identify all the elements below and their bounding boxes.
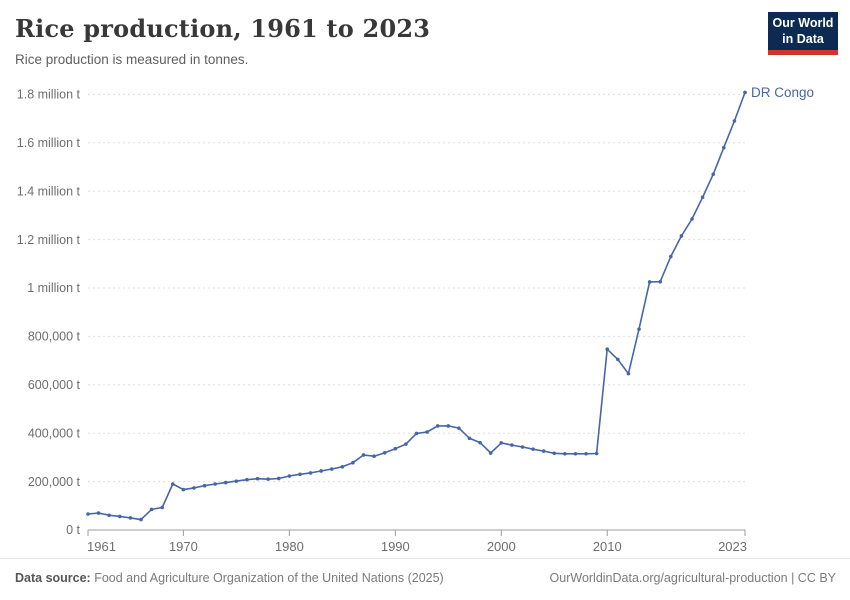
data-point[interactable]	[446, 424, 451, 428]
data-point[interactable]	[541, 449, 546, 453]
data-point[interactable]	[139, 517, 143, 522]
data-point[interactable]	[340, 465, 345, 469]
data-point[interactable]	[531, 447, 535, 451]
data-point[interactable]	[573, 451, 578, 456]
y-tick-label: 200,000 t	[28, 475, 81, 489]
data-point[interactable]	[520, 445, 525, 449]
data-point[interactable]	[499, 441, 504, 445]
data-point[interactable]	[234, 479, 239, 483]
y-tick-label: 1.4 million t	[17, 184, 81, 198]
data-point[interactable]	[435, 424, 440, 428]
y-tick-label: 1.6 million t	[17, 136, 81, 150]
data-point[interactable]	[488, 451, 493, 455]
x-tick-label: 2000	[487, 539, 516, 554]
data-point[interactable]	[658, 279, 663, 284]
data-point[interactable]	[117, 514, 122, 519]
y-tick-label: 800,000 t	[28, 330, 81, 344]
data-point[interactable]	[128, 516, 133, 520]
data-point[interactable]	[732, 119, 737, 123]
x-tick-label: 1990	[381, 539, 410, 554]
chart-footer: Data source: Food and Agriculture Organi…	[0, 558, 850, 600]
data-point[interactable]	[298, 472, 302, 477]
data-point[interactable]	[457, 426, 461, 430]
chart-header: Rice production, 1961 to 2023 Rice produ…	[15, 14, 755, 67]
data-point[interactable]	[107, 513, 111, 518]
data-point[interactable]	[425, 430, 429, 434]
data-source-value: Food and Agriculture Organization of the…	[90, 571, 444, 585]
x-tick-label: 1961	[87, 539, 116, 554]
data-point[interactable]	[616, 357, 620, 362]
x-tick-label: 2010	[593, 539, 622, 554]
data-point[interactable]	[404, 442, 408, 446]
data-point[interactable]	[743, 90, 747, 95]
data-point[interactable]	[594, 451, 599, 456]
owid-logo-line1: Our World	[772, 16, 834, 30]
license-link[interactable]: OurWorldinData.org/agricultural-producti…	[549, 571, 836, 585]
data-point[interactable]	[584, 451, 588, 456]
data-point[interactable]	[690, 217, 694, 221]
owid-logo[interactable]: Our World in Data	[768, 12, 838, 55]
y-tick-label: 1.8 million t	[17, 88, 81, 102]
data-point[interactable]	[86, 512, 90, 516]
data-point[interactable]	[679, 234, 684, 238]
data-point[interactable]	[170, 482, 175, 486]
series-line	[87, 92, 746, 521]
data-point[interactable]	[181, 487, 186, 492]
x-tick-label: 1980	[275, 539, 304, 554]
data-point[interactable]	[149, 507, 154, 512]
data-point[interactable]	[202, 483, 207, 488]
data-source-label: Data source:	[15, 571, 91, 585]
data-point[interactable]	[722, 145, 726, 150]
data-point[interactable]	[605, 347, 610, 352]
data-point[interactable]	[361, 453, 366, 457]
data-point[interactable]	[382, 451, 387, 455]
data-point[interactable]	[700, 195, 705, 200]
data-point[interactable]	[563, 451, 567, 456]
y-tick-label: 1 million t	[27, 281, 80, 295]
data-point[interactable]	[319, 469, 323, 473]
data-point[interactable]	[626, 371, 631, 376]
data-point[interactable]	[711, 172, 716, 177]
data-point[interactable]	[213, 482, 217, 486]
entity-label: DR Congo	[751, 85, 814, 100]
data-point[interactable]	[266, 477, 270, 481]
data-point[interactable]	[414, 431, 419, 436]
data-point[interactable]	[372, 454, 376, 458]
data-point[interactable]	[510, 443, 514, 447]
x-tick-label: 1970	[169, 539, 198, 554]
data-point[interactable]	[393, 446, 398, 451]
y-tick-label: 600,000 t	[28, 378, 81, 392]
data-point[interactable]	[552, 451, 557, 456]
y-tick-label: 1.2 million t	[17, 233, 81, 247]
data-point[interactable]	[255, 476, 260, 481]
data-point[interactable]	[287, 474, 292, 478]
y-tick-label: 400,000 t	[28, 426, 81, 440]
data-point[interactable]	[467, 436, 472, 441]
data-point[interactable]	[245, 477, 249, 482]
owid-logo-line2: in Data	[782, 31, 824, 46]
page-title: Rice production, 1961 to 2023	[15, 14, 431, 43]
x-tick-label: 2023	[718, 539, 747, 554]
data-point[interactable]	[160, 505, 164, 510]
data-point[interactable]	[223, 480, 228, 485]
data-point[interactable]	[351, 460, 355, 465]
data-point[interactable]	[647, 280, 652, 284]
y-tick-label: 0 t	[66, 523, 80, 537]
data-point[interactable]	[308, 471, 313, 475]
data-point[interactable]	[96, 511, 101, 515]
chart-subtitle: Rice production is measured in tonnes.	[15, 52, 249, 67]
data-source-text: Data source: Food and Agriculture Organi…	[15, 571, 444, 585]
data-point[interactable]	[192, 486, 196, 490]
data-point[interactable]	[669, 254, 673, 259]
data-point[interactable]	[329, 467, 334, 471]
data-point[interactable]	[276, 476, 281, 481]
data-point[interactable]	[637, 327, 641, 331]
data-point[interactable]	[478, 440, 482, 445]
